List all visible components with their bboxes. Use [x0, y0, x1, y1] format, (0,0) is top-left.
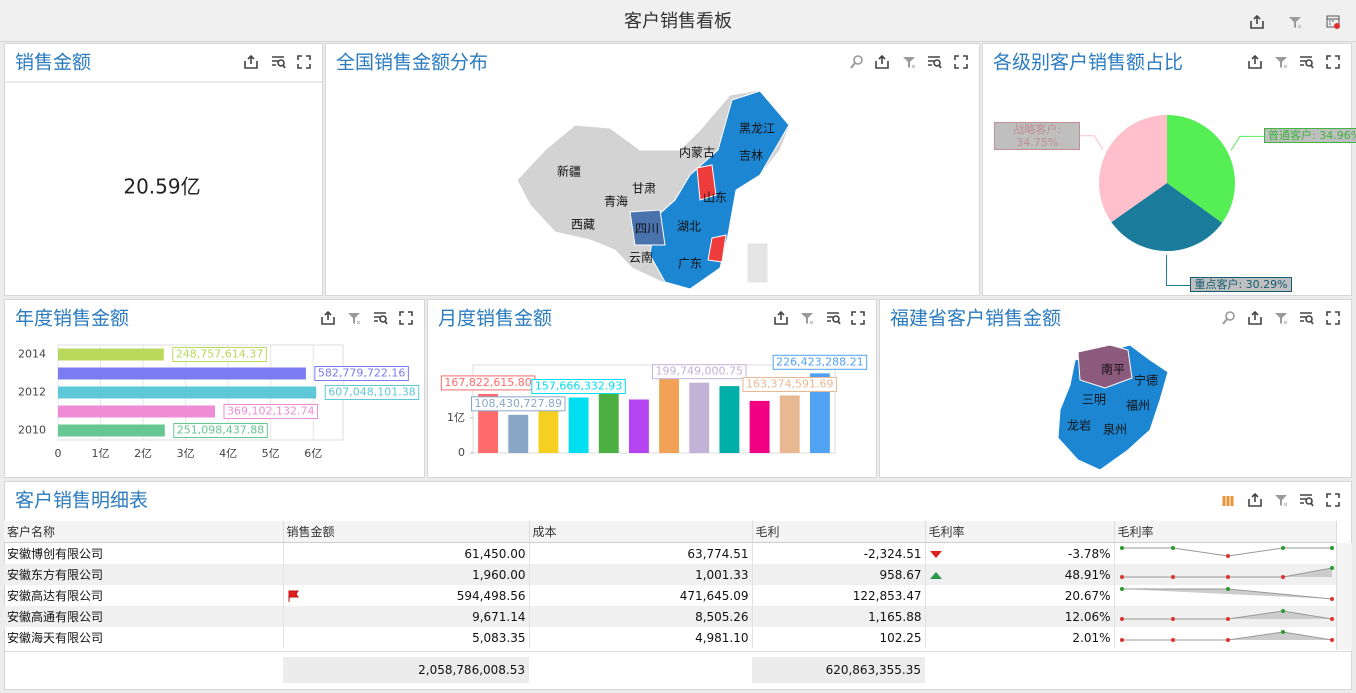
- cell: 471,645.09: [529, 585, 753, 606]
- cell: 安徽高通有限公司: [4, 606, 284, 627]
- header-bar: [0, 0, 1356, 42]
- sparkline-graphic: [1119, 546, 1334, 558]
- up-arrow: [929, 571, 942, 579]
- cell: -2,324.51: [752, 542, 926, 564]
- sales-cell: 594,498.56: [283, 585, 530, 606]
- rate-cell: -3.78%: [925, 542, 1115, 564]
- cell: 安徽博创有限公司: [4, 542, 284, 564]
- cell: 102.25: [752, 627, 926, 648]
- cell: 61,450.00: [283, 542, 530, 564]
- cell: 1,960.00: [283, 564, 530, 585]
- cell: 958.67: [752, 564, 926, 585]
- table-row: 安徽博创有限公司 61,450.00 63,774.51 -2,324.51 -…: [4, 542, 1337, 564]
- cell: 1,165.88: [752, 606, 926, 627]
- sparkline-graphic: [1119, 630, 1334, 642]
- cell: 594,498.56: [456, 588, 526, 603]
- total-profit: 620,863,355.35: [752, 657, 925, 683]
- column-header[interactable]: 毛利率: [925, 521, 1115, 543]
- kpi-panel: [4, 43, 323, 296]
- pie-label: 重点客户: 30.29%: [1190, 277, 1292, 293]
- cell: -3.78%: [1068, 546, 1111, 561]
- column-header[interactable]: 客户名称: [4, 521, 284, 543]
- flag-icon: [288, 590, 299, 602]
- sparkline-graphic: [1119, 587, 1334, 601]
- cell: 9,671.14: [283, 606, 530, 627]
- sparkline: [1114, 627, 1337, 648]
- sparkline: [1114, 542, 1337, 564]
- pie-panel: [982, 43, 1352, 296]
- month-panel: [427, 299, 877, 478]
- fujian-panel: [879, 299, 1352, 478]
- pie-label: 普通客户: 34.96%: [1264, 128, 1356, 144]
- sparkline: [1114, 606, 1337, 627]
- column-header[interactable]: 毛利率: [1114, 521, 1337, 543]
- china-map-panel: [325, 43, 980, 296]
- down-arrow: [929, 550, 942, 558]
- total-sales: 2,058,786,008.53: [283, 657, 529, 683]
- cell: 4,981.10: [529, 627, 753, 648]
- divider: [5, 651, 1351, 652]
- table-row: 安徽高达有限公司 594,498.56 471,645.09 122,853.4…: [4, 585, 1337, 606]
- year-panel: [4, 299, 425, 478]
- detail-table: 客户名称 销售金额 成本 毛利 毛利率 毛利率 安徽博创有限公司 61,450.…: [4, 521, 1337, 648]
- cell: 安徽高达有限公司: [4, 585, 284, 606]
- scrollbar[interactable]: [1336, 543, 1352, 650]
- cell: 48.91%: [1064, 567, 1111, 582]
- cell: 1,001.33: [529, 564, 753, 585]
- column-header[interactable]: 成本: [529, 521, 753, 543]
- cell: 12.06%: [925, 606, 1115, 627]
- sparkline: [1114, 585, 1337, 606]
- sparkline-graphic: [1119, 609, 1334, 621]
- pie-label: 战略客户: 34.75%: [994, 121, 1081, 150]
- sparkline-graphic: [1119, 566, 1334, 579]
- table-row: 安徽东方有限公司 1,960.00 1,001.33 958.67 48.91%: [4, 564, 1337, 585]
- cell: 8,505.26: [529, 606, 753, 627]
- cell: 20.67%: [925, 585, 1115, 606]
- header-row: 客户名称 销售金额 成本 毛利 毛利率 毛利率: [4, 521, 1337, 543]
- rate-cell: 48.91%: [925, 564, 1115, 585]
- cell: 63,774.51: [529, 542, 753, 564]
- cell: 安徽海天有限公司: [4, 627, 284, 648]
- column-header[interactable]: 毛利: [752, 521, 926, 543]
- table-row: 安徽高通有限公司 9,671.14 8,505.26 1,165.88 12.0…: [4, 606, 1337, 627]
- cell: 2.01%: [925, 627, 1115, 648]
- table-row: 安徽海天有限公司 5,083.35 4,981.10 102.25 2.01%: [4, 627, 1337, 648]
- cell: 122,853.47: [752, 585, 926, 606]
- sparkline: [1114, 564, 1337, 585]
- cell: 5,083.35: [283, 627, 530, 648]
- column-header[interactable]: 销售金额: [283, 521, 530, 543]
- cell: 安徽东方有限公司: [4, 564, 284, 585]
